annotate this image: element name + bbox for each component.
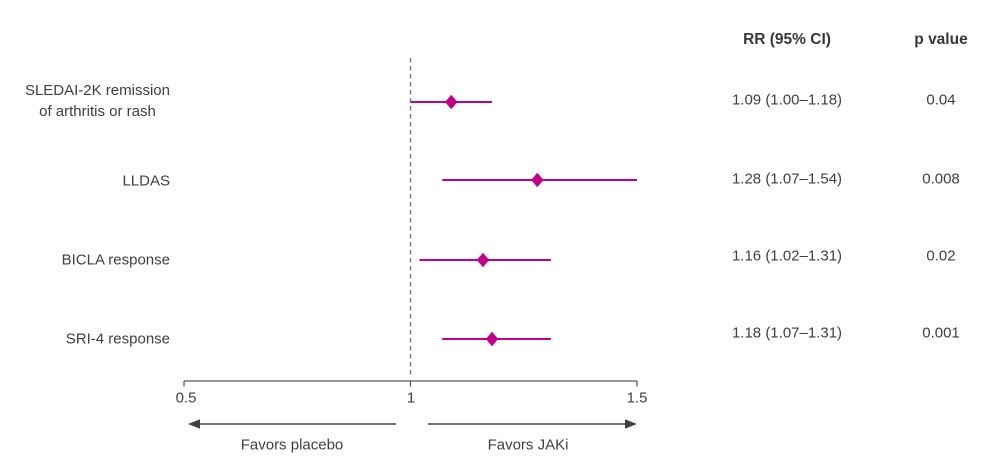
column-header-rr: RR (95% CI) (743, 31, 831, 48)
rr-value: 1.18 (1.07–1.31) (731, 324, 843, 342)
p-value: 0.008 (922, 170, 960, 188)
axis-tick-label: 1 (406, 389, 416, 407)
row-label-bicla: BICLA response (61, 251, 170, 269)
row-label-sri4: SRI-4 response (65, 330, 170, 348)
rr-value: 1.09 (1.00–1.18) (731, 91, 843, 109)
p-value: 0.001 (922, 324, 960, 342)
axis-tick-label: 1.5 (626, 389, 648, 407)
rr-value: 1.28 (1.07–1.54) (731, 170, 843, 188)
row-label-lldas: LLDAS (122, 172, 170, 190)
p-value: 0.02 (926, 247, 956, 265)
p-value: 0.04 (926, 91, 956, 109)
favors-jaki-label: Favors JAKi (487, 436, 569, 454)
axis-tick-label: 0.5 (175, 389, 197, 407)
row-label-sledai: SLEDAI-2K remission of arthritis or rash (24, 82, 170, 120)
rr-value: 1.16 (1.02–1.31) (731, 247, 843, 265)
column-header-p: p value (914, 31, 968, 48)
favors-placebo-label: Favors placebo (240, 436, 344, 454)
